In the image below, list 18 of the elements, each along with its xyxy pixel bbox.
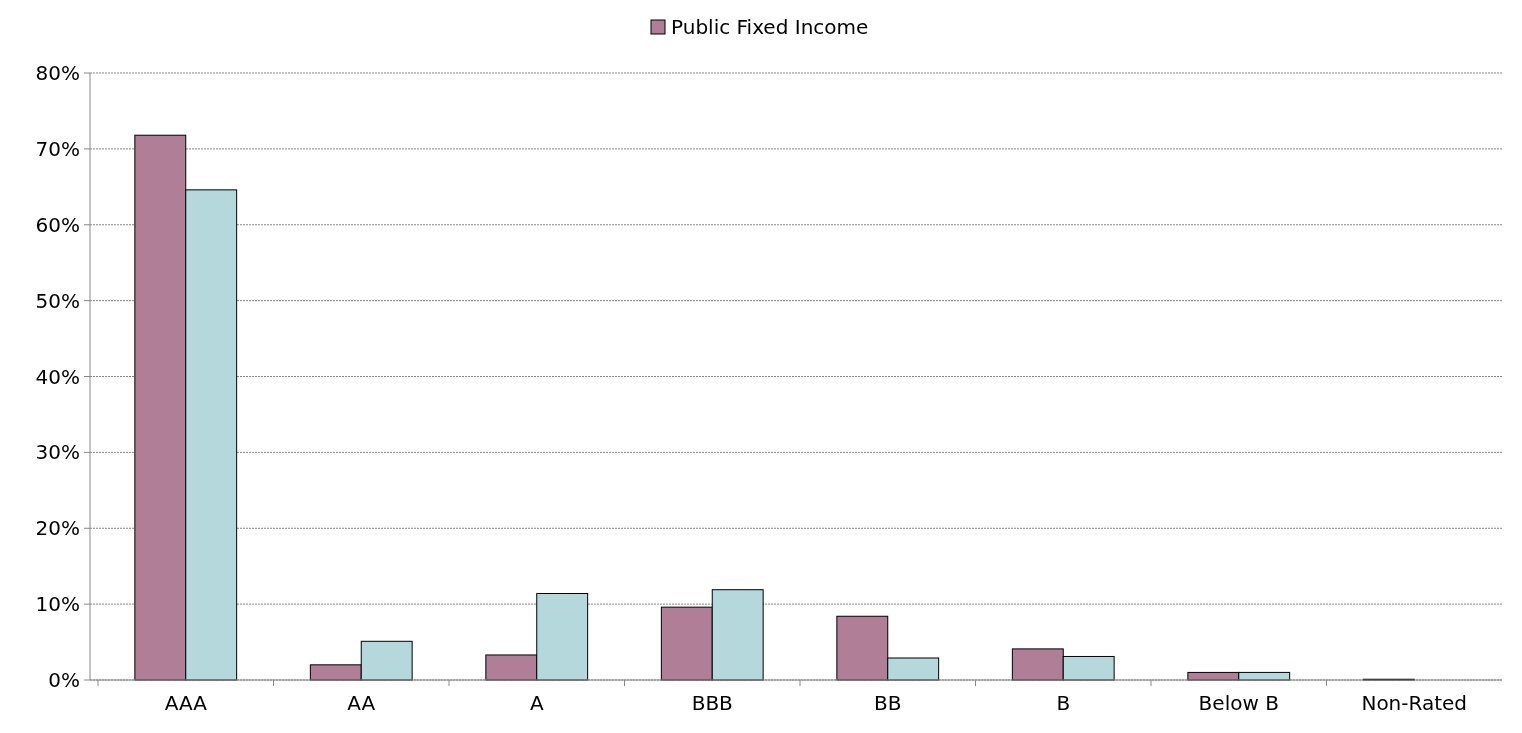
y-tick-label: 20% bbox=[35, 516, 80, 541]
x-tick-label: BBB bbox=[691, 691, 733, 715]
y-tick-label: 10% bbox=[35, 592, 80, 617]
x-tick-label: A bbox=[529, 691, 544, 715]
x-tick-label: B bbox=[1056, 691, 1071, 715]
y-tick-label: 0% bbox=[48, 668, 80, 692]
x-tick-label: AA bbox=[347, 691, 376, 715]
y-tick-label: 30% bbox=[35, 440, 80, 465]
x-tick-label: Below B bbox=[1198, 691, 1279, 715]
x-tick-label: Non-Rated bbox=[1361, 691, 1468, 715]
x-tick-label: BB bbox=[874, 691, 902, 715]
y-tick-label: 70% bbox=[35, 136, 80, 161]
y-tick-label: 50% bbox=[35, 288, 80, 313]
y-tick-label: 60% bbox=[35, 212, 80, 237]
x-tick-label: AAA bbox=[164, 691, 208, 715]
y-tick-label: 80% bbox=[35, 61, 80, 85]
legend-label: Public Fixed Income bbox=[671, 15, 869, 39]
y-tick-label: 40% bbox=[35, 364, 80, 389]
